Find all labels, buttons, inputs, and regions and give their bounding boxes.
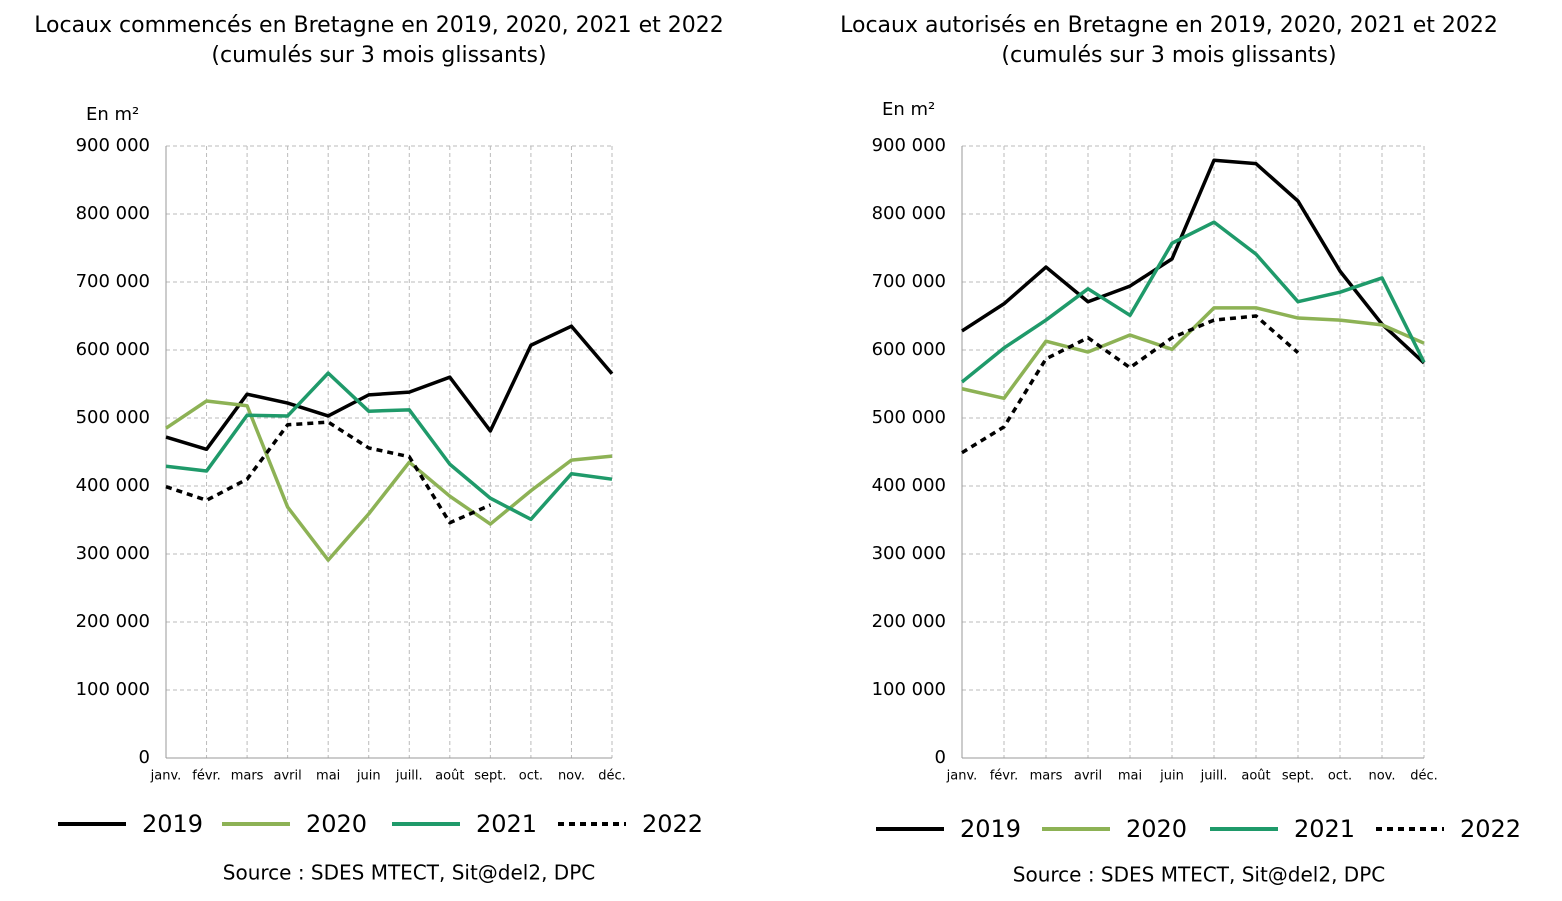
- x-tick-label: mai: [316, 769, 340, 784]
- x-tick-label: août: [1241, 769, 1270, 784]
- x-tick-label: févr.: [192, 769, 221, 784]
- x-tick-label: mars: [1030, 769, 1063, 784]
- y-tick-label: 400 000: [872, 475, 946, 496]
- y-tick-label: 800 000: [872, 203, 946, 224]
- x-tick-label: sept.: [1282, 769, 1314, 784]
- y-tick-label: 700 000: [872, 271, 946, 292]
- x-tick-label: août: [435, 769, 464, 784]
- x-tick-label: sept.: [474, 769, 506, 784]
- legend-label: 2021: [1294, 815, 1355, 843]
- x-tick-label: nov.: [558, 769, 585, 784]
- x-tick-label: juin: [1159, 769, 1184, 784]
- chart-subtitle: (cumulés sur 3 mois glissants): [1001, 43, 1336, 68]
- source-note: Source : SDES MTECT, Sit@del2, DPC: [1013, 863, 1385, 887]
- legend-label: 2021: [476, 810, 537, 838]
- series-line: [961, 158, 1426, 365]
- x-tick-label: févr.: [990, 769, 1019, 784]
- y-tick-label: 600 000: [872, 339, 946, 360]
- y-tick-label: 300 000: [872, 543, 946, 564]
- chart-title: Locaux autorisés en Bretagne en 2019, 20…: [840, 13, 1498, 38]
- x-tick-label: avril: [1074, 769, 1102, 784]
- y-tick-label: 500 000: [872, 407, 946, 428]
- y-tick-label: 900 000: [76, 135, 150, 156]
- x-tick-label: oct.: [1328, 769, 1352, 784]
- chart-title: Locaux commencés en Bretagne en 2019, 20…: [34, 13, 724, 38]
- x-tick-label: juill.: [395, 769, 423, 784]
- y-tick-label: 100 000: [76, 679, 150, 700]
- x-tick-label: janv.: [150, 769, 182, 784]
- legend-label: 2022: [1460, 815, 1521, 843]
- y-tick-label: 900 000: [872, 135, 946, 156]
- series-line: [961, 314, 1300, 455]
- legend-label: 2022: [642, 810, 703, 838]
- y-tick-label: 200 000: [872, 611, 946, 632]
- x-tick-label: mai: [1118, 769, 1142, 784]
- y-tick-label: 700 000: [76, 271, 150, 292]
- x-tick-label: janv.: [946, 769, 978, 784]
- x-tick-label: déc.: [1410, 769, 1438, 784]
- x-tick-label: mars: [231, 769, 264, 784]
- series-line: [165, 420, 492, 525]
- x-tick-label: oct.: [519, 769, 543, 784]
- y-tick-label: 0: [935, 747, 946, 768]
- series-line: [165, 399, 613, 562]
- legend-label: 2020: [1126, 815, 1187, 843]
- x-tick-label: nov.: [1368, 769, 1395, 784]
- chart-subtitle: (cumulés sur 3 mois glissants): [211, 43, 546, 68]
- series-line: [960, 220, 1426, 384]
- legend-label: 2019: [142, 810, 203, 838]
- y-tick-label: 800 000: [76, 203, 150, 224]
- source-note: Source : SDES MTECT, Sit@del2, DPC: [223, 861, 595, 885]
- legend-label: 2020: [306, 810, 367, 838]
- y-axis-label: En m²: [86, 104, 139, 125]
- y-tick-label: 400 000: [76, 475, 150, 496]
- series-line: [165, 324, 614, 452]
- x-tick-label: juill.: [1200, 769, 1228, 784]
- x-tick-label: juin: [356, 769, 381, 784]
- y-tick-label: 600 000: [76, 339, 150, 360]
- series-line: [165, 371, 613, 522]
- y-tick-label: 300 000: [76, 543, 150, 564]
- x-tick-label: avril: [274, 769, 302, 784]
- y-tick-label: 500 000: [76, 407, 150, 428]
- y-tick-label: 100 000: [872, 679, 946, 700]
- y-axis-label: En m²: [882, 99, 935, 120]
- legend-label: 2019: [960, 815, 1021, 843]
- y-tick-label: 0: [139, 747, 150, 768]
- x-tick-label: déc.: [598, 769, 626, 784]
- y-tick-label: 200 000: [76, 611, 150, 632]
